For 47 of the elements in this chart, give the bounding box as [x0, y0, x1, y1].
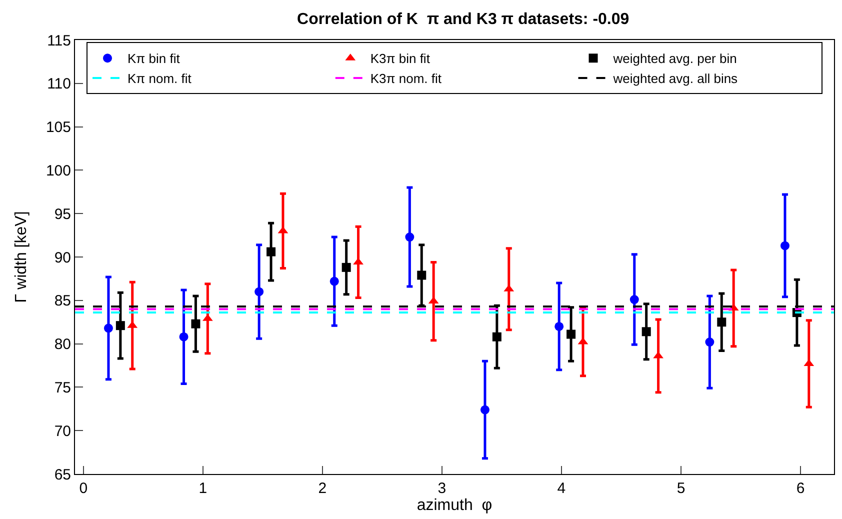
y-tick-label: 90 — [54, 249, 71, 266]
x-tick-label: 0 — [79, 480, 88, 497]
x-tick-label: 4 — [557, 480, 566, 497]
point — [266, 247, 276, 256]
legend-label: Kπ nom. fit — [128, 71, 192, 86]
point — [480, 405, 490, 414]
point — [642, 327, 651, 336]
x-tick-label: 5 — [676, 480, 686, 497]
y-axis-title: Γ width [keV] — [12, 211, 30, 303]
point — [405, 232, 414, 242]
point — [630, 295, 639, 304]
legend-label: weighted avg. per bin — [612, 51, 737, 66]
y-tick-label: 110 — [47, 76, 71, 93]
legend-label: K3π bin fit — [370, 51, 430, 66]
legend-label: weighted avg. all bins — [612, 71, 738, 86]
x-tick-label: 3 — [438, 480, 446, 497]
y-tick-label: 115 — [47, 32, 71, 50]
y-tick-label: 80 — [54, 336, 71, 354]
point — [717, 318, 726, 327]
point — [342, 262, 351, 272]
point — [330, 276, 339, 286]
legend-label: K3π nom. fit — [370, 71, 442, 86]
point — [179, 332, 188, 342]
y-tick-label: 100 — [46, 162, 71, 180]
point — [492, 332, 502, 342]
chart-title: Correlation of K π and K3 π datasets: -0.09 — [297, 11, 630, 28]
point — [705, 338, 714, 347]
point — [417, 270, 426, 280]
point — [566, 330, 576, 339]
x-tick-label: 1 — [198, 480, 208, 497]
point — [254, 287, 264, 296]
legend-label: Kπ bin fit — [128, 51, 180, 66]
y-tick-label: 65 — [54, 466, 71, 484]
y-tick-label: 85 — [54, 292, 71, 310]
y-tick-label: 75 — [54, 379, 71, 396]
point — [191, 319, 200, 328]
y-tick-label: 105 — [46, 119, 71, 136]
point — [104, 324, 113, 333]
x-tick-label: 2 — [318, 480, 327, 497]
point — [554, 322, 564, 331]
x-axis-title: azimuth φ — [416, 497, 492, 514]
y-tick-label: 70 — [54, 422, 71, 440]
point — [780, 241, 790, 250]
x-tick-label: 6 — [796, 480, 805, 497]
point — [653, 351, 664, 358]
point — [116, 321, 125, 330]
y-tick-label: 95 — [54, 206, 71, 223]
